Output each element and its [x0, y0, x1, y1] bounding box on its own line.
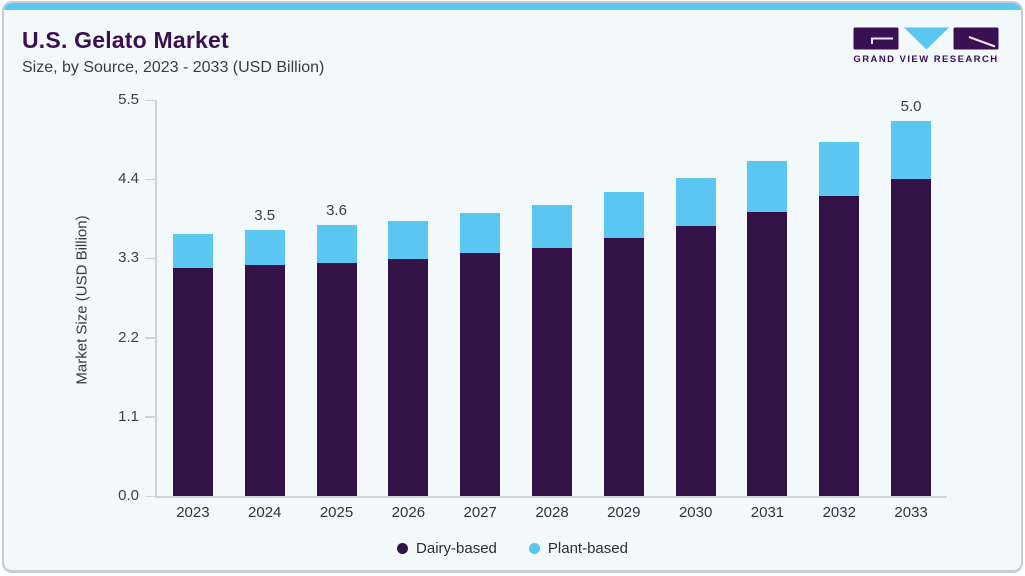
y-tick-mark: [145, 257, 155, 260]
y-tick-mark: [145, 178, 155, 181]
bar-segment-plant-2032: [819, 141, 860, 197]
bar-segment-dairy-2033: [891, 179, 932, 496]
legend-item-dairy: Dairy-based: [397, 540, 497, 557]
y-tick-label: 0.0: [118, 487, 139, 504]
gvr-logo-wordmark: GRAND VIEW RESEARCH: [853, 54, 999, 65]
dairy-legend-dot-icon: [397, 543, 409, 554]
bar-segment-dairy-2031: [747, 211, 788, 496]
legend-label-plant: Plant-based: [547, 540, 628, 557]
page-subtitle: Size, by Source, 2023 - 2033 (USD Billio…: [22, 59, 325, 76]
bar-segment-dairy-2029: [603, 237, 644, 496]
bar-segment-plant-2025: [316, 225, 357, 263]
y-tick-mark: [145, 337, 155, 339]
x-axis-label-2031: 2031: [750, 504, 785, 521]
bar-segment-plant-2028: [532, 205, 572, 248]
y-axis-title: Market Size (USD Billion): [73, 215, 91, 385]
bar-segment-plant-2024: [244, 230, 285, 265]
x-axis-label-2027: 2027: [463, 504, 497, 521]
x-axis-label-2033: 2033: [894, 504, 928, 521]
x-axis-label-2023: 2023: [176, 504, 210, 521]
bar-segment-dairy-2023: [172, 267, 213, 496]
y-tick-label: 3.3: [118, 249, 139, 267]
y-tick-label: 4.4: [118, 170, 139, 188]
card-top-accent-bar: [4, 3, 1021, 10]
bar-total-label-2024: 3.5: [254, 207, 276, 225]
bar-segment-dairy-2030: [675, 226, 716, 496]
y-tick-label: 2.2: [118, 328, 139, 346]
bar-segment-dairy-2024: [244, 264, 285, 496]
page-title: U.S. Gelato Market: [22, 27, 229, 53]
bar-segment-dairy-2027: [460, 253, 501, 496]
bar-segment-plant-2031: [747, 161, 788, 212]
gvr-logo-icon: [853, 27, 999, 50]
bar-segment-plant-2033: [891, 120, 932, 180]
bar-segment-dairy-2032: [819, 196, 860, 496]
y-tick-label: 5.5: [118, 91, 139, 108]
plant-legend-dot-icon: [528, 543, 540, 554]
bar-segment-plant-2023: [172, 233, 213, 268]
bar-segment-plant-2027: [460, 213, 501, 254]
x-axis-label-2029: 2029: [607, 504, 641, 521]
y-tick-mark: [145, 99, 155, 101]
x-axis-label-2028: 2028: [535, 504, 569, 521]
bar-segment-plant-2029: [603, 192, 644, 238]
y-tick-mark: [145, 495, 155, 497]
y-tick-mark: [145, 416, 155, 418]
legend-item-plant: Plant-based: [528, 540, 628, 557]
bar-segment-plant-2026: [388, 220, 429, 260]
x-axis-label-2024: 2024: [248, 504, 282, 521]
bar-segment-dairy-2028: [532, 247, 572, 496]
bar-total-label-2033: 5.0: [900, 97, 922, 115]
legend-label-dairy: Dairy-based: [416, 540, 497, 557]
bar-total-label-2025: 3.6: [326, 202, 347, 220]
chart-legend: Dairy-based Plant-based: [4, 540, 1021, 557]
x-axis-label-2025: 2025: [319, 504, 354, 521]
y-tick-label: 1.1: [118, 407, 139, 425]
bar-segment-plant-2030: [675, 178, 716, 226]
plot-area: 0.0 1.1 2.2 3.3 4.4 5.5 2023 2024 3.5 2025 3.6 2026…: [118, 91, 947, 521]
bar-segment-dairy-2025: [316, 262, 357, 496]
bar-segment-dairy-2026: [388, 259, 429, 496]
x-axis-label-2032: 2032: [822, 504, 856, 521]
grand-view-research-logo: GRAND VIEW RESEARCH: [853, 27, 999, 65]
x-axis-label-2030: 2030: [678, 504, 713, 521]
x-axis-label-2026: 2026: [391, 504, 426, 521]
